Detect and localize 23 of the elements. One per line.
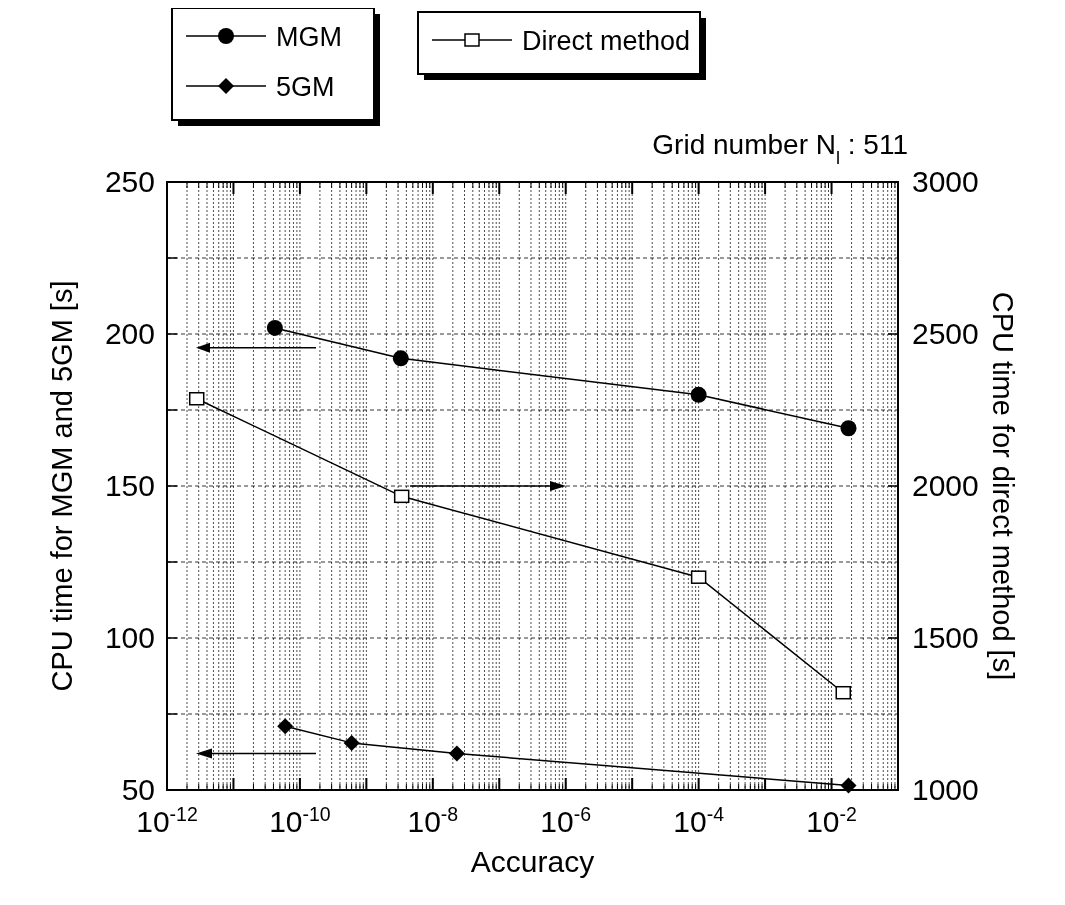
chart-title: Grid number N$_{l}$ : 511 [652, 129, 908, 168]
y2-tick-label: 2000 [912, 469, 979, 502]
x-tick-label: 10$^{-4}$ [673, 803, 725, 838]
x-axis-title: Accuracy [470, 845, 595, 878]
y-tick-label: 250 [104, 165, 155, 198]
y-tick-label: 50 [121, 773, 155, 806]
y2-tick-label: 1500 [912, 621, 979, 654]
legend-label: 5GM [276, 72, 335, 102]
legend-label: Direct method [522, 26, 691, 56]
y-tick-label: 100 [104, 621, 155, 654]
y-tick-label: 150 [104, 469, 155, 502]
x-tick-label: 10$^{-8}$ [407, 803, 459, 838]
x-tick-label: 10$^{-12}$ [136, 803, 198, 838]
y-axis-title: CPU time for MGM and 5GM [s] [46, 280, 78, 692]
y2-tick-label: 2500 [912, 317, 979, 350]
x-tick-label: 10$^{-6}$ [540, 803, 592, 838]
y-tick-label: 200 [104, 317, 155, 350]
x-tick-label: 10$^{-2}$ [806, 803, 857, 838]
legend-label: MGM [276, 22, 342, 52]
y2-tick-label: 3000 [912, 165, 979, 198]
y2-axis-title: CPU time for direct method [s] [987, 291, 1019, 681]
x-tick-label: 10$^{-10}$ [269, 803, 331, 838]
y2-tick-label: 1000 [912, 773, 979, 806]
